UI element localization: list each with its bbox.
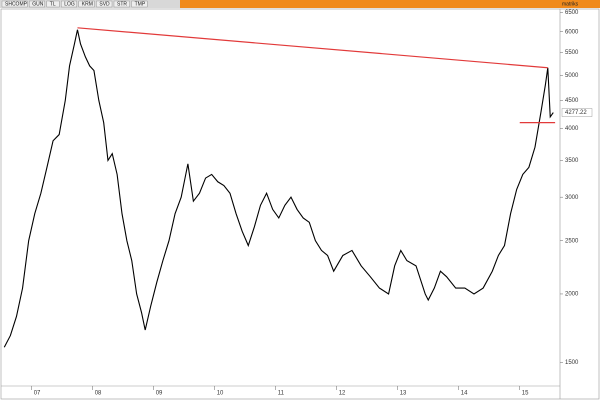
x-tick-label: 10 bbox=[217, 391, 224, 397]
y-tick-label: 5000 bbox=[565, 73, 579, 79]
x-tick-label: 09 bbox=[156, 391, 163, 397]
toolbar-button-label[interactable]: STR bbox=[117, 2, 127, 8]
y-tick-label: 3000 bbox=[565, 195, 579, 201]
toolbar-button[interactable] bbox=[29, 0, 46, 8]
plot-frame bbox=[0, 8, 600, 400]
price-line bbox=[3, 29, 554, 348]
toolbar-button-label[interactable]: LOG bbox=[64, 2, 75, 8]
last-price-box bbox=[561, 108, 593, 117]
toolbar-button[interactable] bbox=[131, 0, 148, 8]
toolbar-strip bbox=[180, 0, 600, 8]
y-tick-label: 1500 bbox=[565, 360, 579, 366]
x-tick-label: 15 bbox=[522, 391, 529, 397]
y-tick-label: 2500 bbox=[565, 238, 579, 244]
y-tick-label: 6000 bbox=[565, 29, 579, 35]
y-tick-label: 4500 bbox=[565, 98, 579, 104]
y-tick-label: 6500 bbox=[565, 10, 579, 16]
toolbar-button[interactable] bbox=[96, 0, 113, 8]
x-tick-label: 13 bbox=[400, 391, 407, 397]
last-price-label: 4277.22 bbox=[565, 110, 587, 116]
brand: matriks bbox=[562, 1, 579, 7]
y-tick-label: 3500 bbox=[565, 158, 579, 164]
x-tick-label: 14 bbox=[461, 391, 468, 397]
y-tick-label: 4000 bbox=[565, 126, 579, 132]
y-tick-label: 5500 bbox=[565, 50, 579, 56]
toolbar-button[interactable] bbox=[61, 0, 78, 8]
x-tick-label: 12 bbox=[339, 391, 346, 397]
x-tick-label: 07 bbox=[34, 391, 41, 397]
toolbar-button[interactable] bbox=[78, 0, 95, 8]
trend-line bbox=[77, 27, 548, 69]
toolbar-button[interactable] bbox=[46, 0, 60, 8]
toolbar-button-label[interactable]: SVD bbox=[99, 2, 110, 8]
x-tick-label: 08 bbox=[95, 391, 102, 397]
x-tick-label: 11 bbox=[278, 391, 285, 397]
toolbar-button-label[interactable]: GUN bbox=[32, 2, 44, 8]
y-tick-label: 2000 bbox=[565, 292, 579, 298]
toolbar-button-label[interactable]: SHCOMP bbox=[5, 2, 28, 8]
toolbar-button-label[interactable]: TL bbox=[50, 2, 56, 8]
toolbar-button-label[interactable]: TMP bbox=[135, 2, 146, 8]
toolbar-button[interactable] bbox=[1, 0, 28, 8]
toolbar-button[interactable] bbox=[113, 0, 130, 8]
toolbar-button-label[interactable]: KRM bbox=[82, 2, 93, 8]
